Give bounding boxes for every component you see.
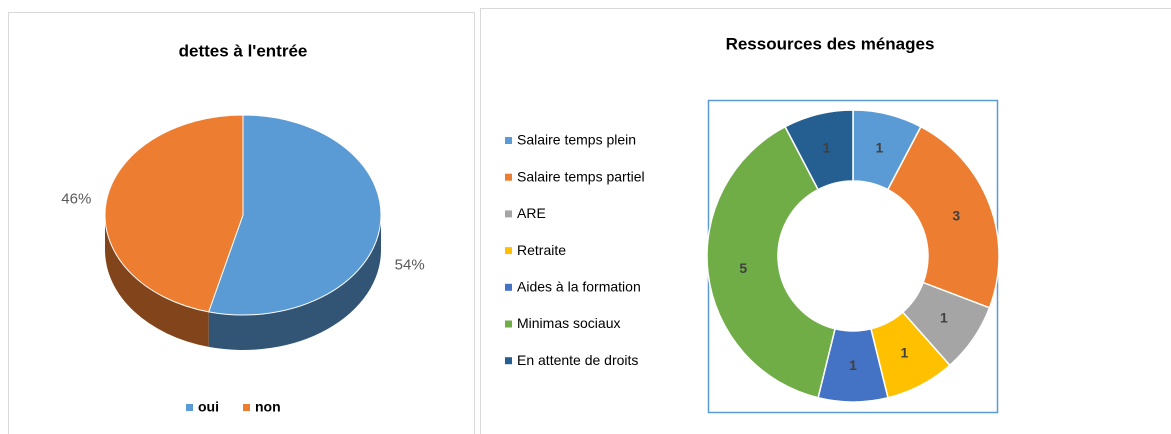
data-label: 46% xyxy=(61,191,91,208)
legend-swatch xyxy=(505,137,512,144)
data-label: 1 xyxy=(849,357,857,373)
legend-label: Salaire temps plein xyxy=(517,132,636,148)
legend-swatch xyxy=(505,357,512,365)
data-label: 54% xyxy=(395,256,425,273)
legend-label: Minimas sociaux xyxy=(517,315,620,331)
data-label: 1 xyxy=(823,139,831,155)
legend-swatch xyxy=(505,173,512,181)
donut-segment xyxy=(706,125,836,399)
legend-label: Retraite xyxy=(517,242,566,258)
legend-swatch xyxy=(243,404,250,411)
legend-swatch xyxy=(505,320,512,328)
data-label: 1 xyxy=(900,345,908,361)
legend-label: Aides à la formation xyxy=(517,279,641,295)
legend-label: ARE xyxy=(517,205,546,221)
donut-segment xyxy=(784,109,854,191)
data-label: 1 xyxy=(876,139,884,155)
legend-label: Salaire temps partiel xyxy=(517,168,645,184)
data-label: 3 xyxy=(952,208,960,224)
legend-swatch xyxy=(505,283,512,291)
pie-side xyxy=(208,215,381,351)
pie-slice xyxy=(208,114,382,316)
legend-label: oui xyxy=(198,399,219,415)
data-label: 1 xyxy=(940,309,948,325)
chart-title: dettes à l'entrée xyxy=(179,41,308,60)
legend-label: En attente de droits xyxy=(517,352,638,368)
pie-side xyxy=(105,215,209,347)
chart-title: Ressources des ménages xyxy=(726,34,935,53)
data-label: 5 xyxy=(739,260,747,276)
pie-slice xyxy=(104,114,244,313)
donut-segment xyxy=(886,125,1000,309)
legend-swatch xyxy=(505,247,512,255)
legend-label: non xyxy=(255,399,281,415)
legend-swatch xyxy=(186,404,193,411)
legend-swatch xyxy=(505,210,512,218)
